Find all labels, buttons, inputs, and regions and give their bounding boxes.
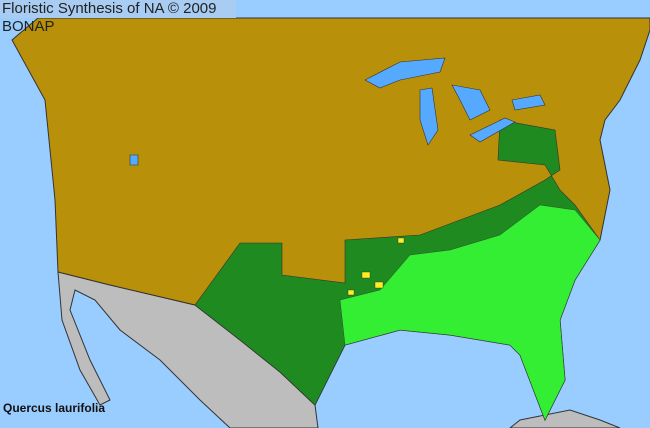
species-label: Quercus laurifolia — [3, 401, 106, 415]
noted-counties — [347, 237, 405, 296]
great-lakes — [129, 57, 546, 166]
region-present-counties — [339, 204, 601, 421]
cuba — [509, 409, 621, 428]
map-title: Floristic Synthesis of NA © 2009 BONAP — [0, 0, 236, 35]
